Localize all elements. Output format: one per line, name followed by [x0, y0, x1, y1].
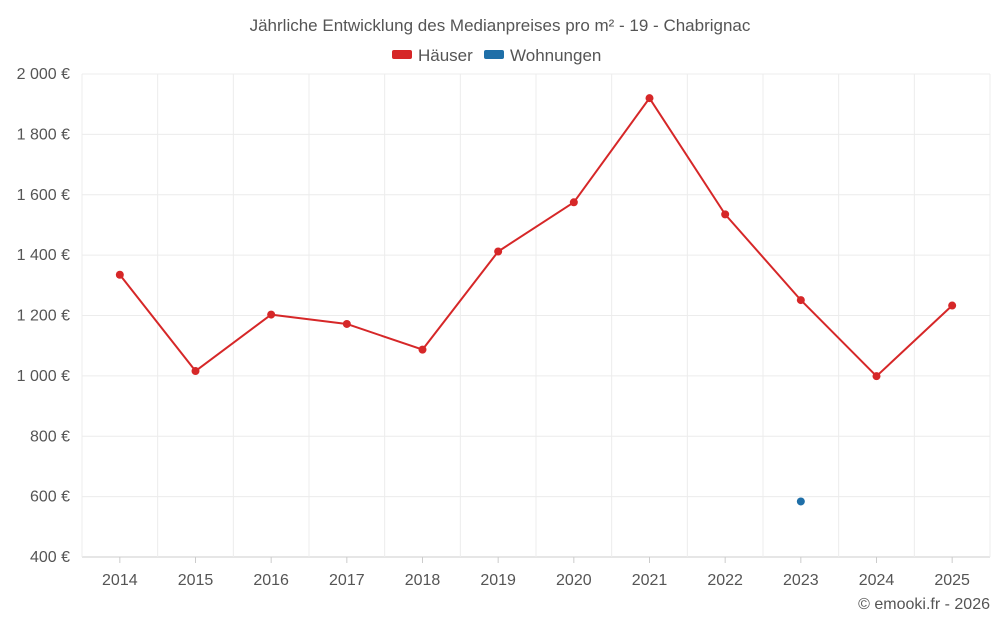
data-point-haeuser — [645, 94, 654, 103]
data-point-haeuser — [418, 345, 427, 354]
y-axis: 400 € 600 € 800 € 1 000 € 1 200 € 1 400 € 1 60… — [17, 66, 70, 566]
y-tick-label: 600 € — [30, 489, 70, 506]
data-point-haeuser — [948, 301, 957, 310]
x-tick-label: 2023 — [783, 572, 819, 589]
legend-item-wohnungen[interactable]: Wohnungen — [484, 46, 601, 65]
x-axis: 2014 2015 2016 2017 2018 2019 2020 2021 2022 2023… — [102, 557, 970, 589]
x-tick-label: 2025 — [934, 572, 970, 589]
series-layer — [115, 94, 957, 506]
data-point-haeuser — [569, 198, 578, 207]
data-point-wohnungen — [796, 497, 805, 506]
x-tick-label: 2021 — [632, 572, 668, 589]
data-point-haeuser — [721, 210, 730, 219]
y-tick-label: 400 € — [30, 549, 70, 566]
y-tick-label: 1 600 € — [17, 187, 70, 204]
legend-item-haeuser[interactable]: Häuser — [392, 46, 473, 65]
x-tick-label: 2018 — [405, 572, 441, 589]
series-line-haeuser — [119, 97, 953, 378]
chart-title: Jährliche Entwicklung des Medianpreises … — [250, 16, 751, 35]
x-tick-label: 2024 — [859, 572, 895, 589]
y-tick-label: 1 400 € — [17, 247, 70, 264]
data-point-haeuser — [796, 296, 805, 305]
x-tick-label: 2020 — [556, 572, 592, 589]
x-tick-label: 2022 — [707, 572, 743, 589]
grid — [81, 73, 991, 558]
y-tick-label: 2 000 € — [17, 66, 70, 83]
y-tick-label: 800 € — [30, 428, 70, 445]
y-tick-label: 1 800 € — [17, 126, 70, 143]
data-point-haeuser — [872, 372, 881, 381]
legend-swatch-haeuser — [392, 50, 412, 59]
x-tick-label: 2015 — [178, 572, 214, 589]
legend: Häuser Wohnungen — [392, 46, 601, 65]
legend-label-wohnungen: Wohnungen — [510, 46, 601, 65]
y-tick-label: 1 000 € — [17, 368, 70, 385]
x-tick-label: 2014 — [102, 572, 138, 589]
data-point-haeuser — [191, 367, 200, 376]
x-tick-label: 2017 — [329, 572, 365, 589]
data-point-haeuser — [115, 270, 124, 279]
data-point-haeuser — [342, 319, 351, 328]
x-tick-label: 2016 — [253, 572, 289, 589]
data-point-haeuser — [267, 310, 276, 319]
legend-label-haeuser: Häuser — [418, 46, 473, 65]
y-tick-label: 1 200 € — [17, 308, 70, 325]
x-tick-label: 2019 — [480, 572, 516, 589]
data-point-haeuser — [494, 247, 503, 256]
copyright-credit: © emooki.fr - 2026 — [858, 596, 990, 613]
legend-swatch-wohnungen — [484, 50, 504, 59]
